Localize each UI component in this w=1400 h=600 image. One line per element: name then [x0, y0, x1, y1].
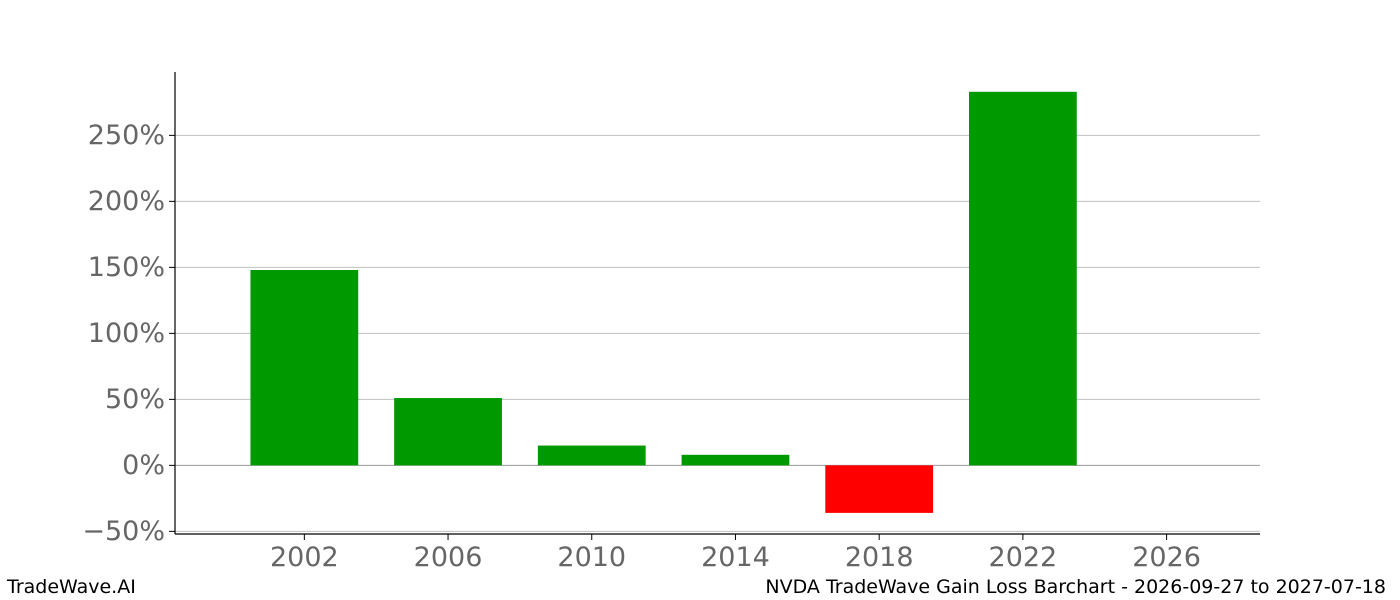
- y-tick-label: 50%: [105, 384, 165, 415]
- axes: [169, 72, 1260, 540]
- x-tick-label: 2002: [270, 542, 339, 573]
- y-tick-labels: −50% 0% 50% 100% 150% 200% 250%: [82, 120, 165, 547]
- bar-gain: [250, 270, 359, 466]
- bar-loss: [825, 465, 934, 513]
- bar-gain: [394, 398, 502, 466]
- y-tick-label: 0%: [122, 450, 165, 481]
- x-tick-labels: 2002 2006 2010 2014 2018 2022 2026: [270, 542, 1201, 573]
- y-tick-label: 250%: [88, 120, 165, 151]
- bar-gain: [968, 91, 1077, 466]
- bars: [250, 91, 1077, 513]
- footer-brand: TradeWave.AI: [7, 576, 136, 598]
- x-tick-label: 2018: [845, 542, 914, 573]
- x-tick-label: 2014: [701, 542, 770, 573]
- x-tick-label: 2026: [1132, 542, 1201, 573]
- y-tick-label: 100%: [88, 318, 165, 349]
- y-tick-label: −50%: [82, 516, 165, 547]
- bar-gain: [681, 454, 790, 466]
- y-tick-label: 200%: [88, 186, 165, 217]
- x-tick-label: 2022: [989, 542, 1058, 573]
- footer-caption: NVDA TradeWave Gain Loss Barchart - 2026…: [765, 576, 1386, 598]
- x-tick-label: 2006: [414, 542, 483, 573]
- y-tick-label: 150%: [88, 252, 165, 283]
- bar-gain: [537, 445, 646, 466]
- x-tick-label: 2010: [557, 542, 626, 573]
